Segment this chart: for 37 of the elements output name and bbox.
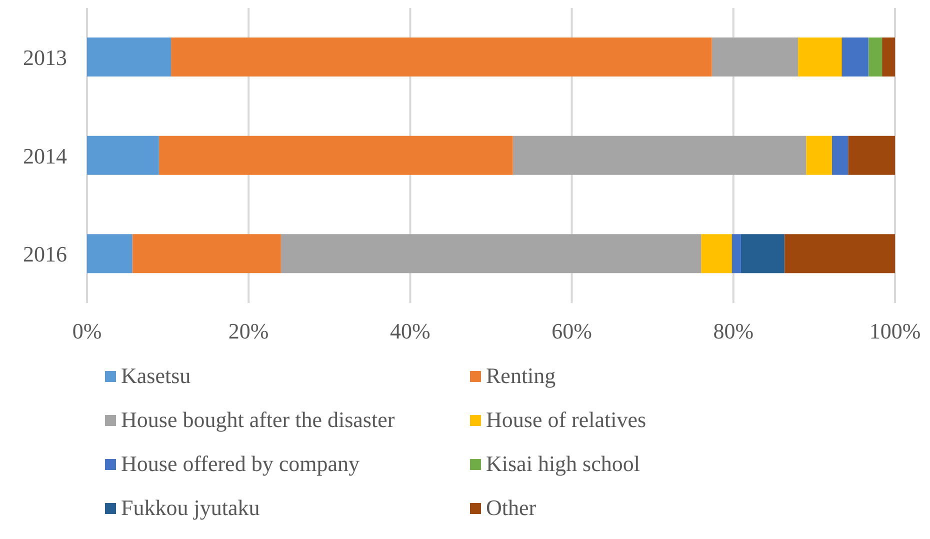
bar: [87, 136, 159, 175]
bar: [882, 38, 895, 76]
bar: [132, 234, 281, 274]
x-tick-label: 100%: [869, 318, 921, 344]
legend-label: Renting: [486, 363, 556, 389]
y-tick-label: 2013: [23, 44, 67, 70]
bar: [280, 234, 702, 274]
bar: [732, 234, 741, 274]
bar: [712, 38, 798, 76]
bar: [512, 136, 806, 175]
legend-label: House bought after the disaster: [121, 407, 395, 433]
bar: [171, 38, 712, 76]
x-tick-label: 0%: [72, 318, 102, 344]
bar: [784, 234, 895, 274]
legend-label: Kasetsu: [121, 363, 191, 389]
bar: [806, 136, 832, 175]
bar: [868, 38, 882, 76]
x-tick-label: 40%: [390, 318, 430, 344]
bar: [87, 38, 172, 76]
bar: [832, 136, 848, 175]
bar: [701, 234, 732, 274]
legend-label: Fukkou jyutaku: [121, 495, 260, 521]
x-tick-label: 20%: [228, 318, 269, 344]
bar: [87, 234, 132, 274]
x-tick-label: 80%: [713, 318, 754, 344]
x-tick-label: 60%: [552, 318, 592, 344]
bar: [848, 136, 895, 175]
bar: [798, 38, 842, 76]
y-tick-label: 2016: [23, 242, 67, 267]
bar: [158, 136, 513, 175]
y-tick-label: 2014: [23, 143, 67, 168]
bar: [740, 234, 784, 274]
legend-label: House of relatives: [486, 407, 646, 433]
bar: [842, 38, 868, 76]
legend-label: Kisai high school: [486, 451, 640, 477]
legend-label: Other: [486, 495, 536, 521]
legend-label: House offered by company: [121, 451, 360, 477]
